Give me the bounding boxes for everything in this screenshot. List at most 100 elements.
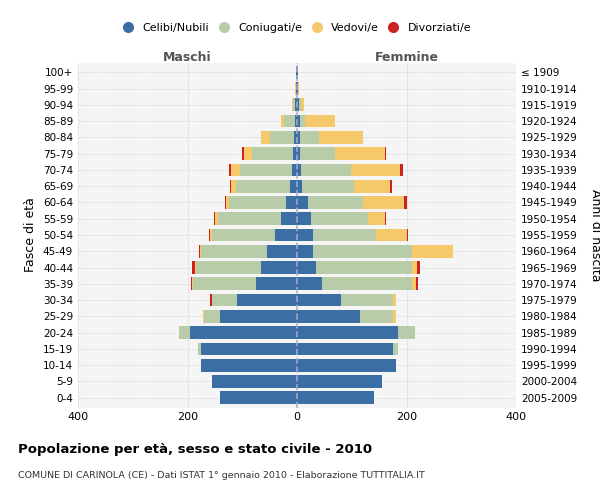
Bar [218, 212, 281, 225]
Bar [300, 148, 335, 160]
Bar [322, 278, 412, 290]
Bar [301, 98, 304, 111]
Bar [292, 98, 293, 111]
Bar [297, 212, 311, 225]
Bar [418, 261, 420, 274]
Bar [237, 294, 297, 306]
Bar [211, 228, 212, 241]
Bar [295, 98, 297, 111]
Bar [194, 261, 196, 274]
Bar [201, 245, 267, 258]
Text: Maschi: Maschi [163, 51, 212, 64]
Bar [297, 326, 398, 339]
Bar [262, 261, 297, 274]
Bar [308, 196, 362, 209]
Bar [297, 180, 302, 192]
Bar [192, 261, 194, 274]
Bar [297, 196, 308, 209]
Bar [355, 180, 390, 192]
Bar [225, 196, 226, 209]
Bar [196, 261, 262, 274]
Bar [295, 114, 297, 128]
Bar [313, 245, 412, 258]
Bar [390, 180, 392, 192]
Bar [385, 148, 386, 160]
Bar [239, 164, 292, 176]
Bar [212, 375, 297, 388]
Bar [293, 148, 297, 160]
Bar [297, 261, 316, 274]
Bar [256, 278, 297, 290]
Bar [297, 245, 313, 258]
Bar [212, 294, 237, 306]
Bar [360, 310, 393, 322]
Y-axis label: Fasce di età: Fasce di età [25, 198, 37, 272]
Bar [305, 114, 335, 128]
Text: COMUNE DI CARINOLA (CE) - Dati ISTAT 1° gennaio 2010 - Elaborazione TUTTITALIA.I: COMUNE DI CARINOLA (CE) - Dati ISTAT 1° … [18, 471, 425, 480]
Bar [297, 310, 360, 322]
Bar [215, 212, 218, 225]
Bar [269, 131, 294, 143]
Y-axis label: Anni di nascita: Anni di nascita [589, 188, 600, 281]
Bar [230, 180, 232, 192]
Bar [362, 196, 404, 209]
Bar [281, 114, 284, 128]
Bar [284, 114, 295, 128]
Bar [412, 261, 418, 274]
Bar [191, 278, 193, 290]
Bar [368, 212, 385, 225]
Bar [201, 342, 297, 355]
Bar [299, 98, 301, 111]
Bar [297, 228, 313, 241]
Bar [297, 294, 341, 306]
Bar [290, 180, 297, 192]
Bar [220, 392, 297, 404]
Bar [300, 114, 305, 128]
Bar [341, 294, 393, 306]
Bar [297, 342, 393, 355]
Bar [294, 131, 297, 143]
Bar [281, 212, 297, 225]
Bar [297, 392, 374, 404]
Bar [286, 196, 297, 209]
Bar [204, 310, 220, 322]
Bar [297, 278, 322, 290]
Bar [398, 326, 415, 339]
Bar [393, 294, 395, 306]
Bar [226, 196, 229, 209]
Bar [297, 375, 382, 388]
Bar [236, 180, 290, 192]
Bar [252, 148, 293, 160]
Bar [311, 212, 368, 225]
Bar [212, 228, 275, 241]
Bar [232, 164, 239, 176]
Bar [293, 98, 295, 111]
Bar [298, 82, 299, 95]
Bar [297, 148, 300, 160]
Bar [201, 359, 297, 372]
Bar [412, 278, 416, 290]
Bar [244, 148, 252, 160]
Text: Femmine: Femmine [374, 51, 439, 64]
Bar [297, 164, 301, 176]
Legend: Celibi/Nubili, Coniugati/e, Vedovi/e, Divorziati/e: Celibi/Nubili, Coniugati/e, Vedovi/e, Di… [119, 20, 475, 36]
Text: Popolazione per età, sesso e stato civile - 2010: Popolazione per età, sesso e stato civil… [18, 442, 372, 456]
Bar [404, 196, 407, 209]
Bar [297, 359, 395, 372]
Bar [407, 228, 408, 241]
Bar [313, 228, 376, 241]
Bar [376, 228, 407, 241]
Bar [199, 245, 200, 258]
Bar [232, 180, 236, 192]
Bar [301, 164, 350, 176]
Bar [385, 212, 386, 225]
Bar [297, 131, 300, 143]
Bar [193, 278, 256, 290]
Bar [400, 164, 403, 176]
Bar [300, 131, 319, 143]
Bar [209, 228, 211, 241]
Bar [267, 245, 297, 258]
Bar [275, 228, 297, 241]
Bar [190, 326, 297, 339]
Bar [297, 114, 300, 128]
